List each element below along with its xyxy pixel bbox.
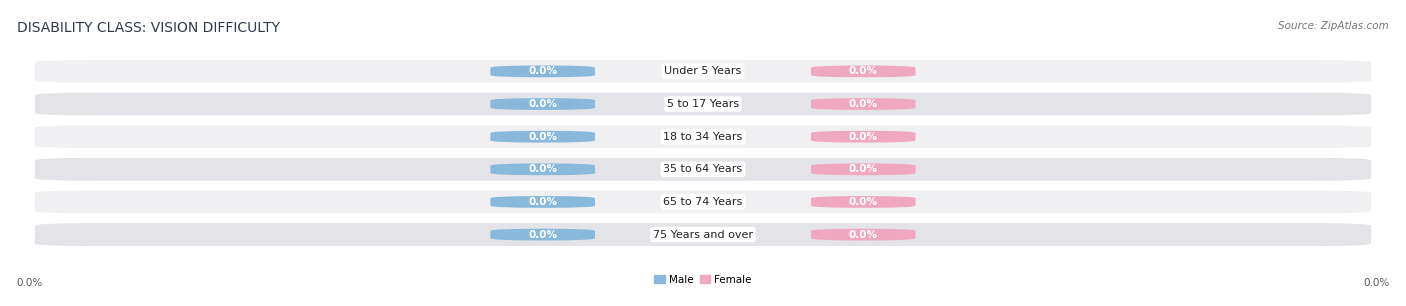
Text: 75 Years and over: 75 Years and over xyxy=(652,230,754,240)
FancyBboxPatch shape xyxy=(35,93,1371,115)
Text: 0.0%: 0.0% xyxy=(849,197,877,207)
Text: 0.0%: 0.0% xyxy=(849,66,877,76)
Text: 18 to 34 Years: 18 to 34 Years xyxy=(664,132,742,142)
Text: 0.0%: 0.0% xyxy=(849,132,877,142)
Text: 65 to 74 Years: 65 to 74 Years xyxy=(664,197,742,207)
Text: 35 to 64 Years: 35 to 64 Years xyxy=(664,164,742,174)
Text: 0.0%: 0.0% xyxy=(529,230,557,240)
FancyBboxPatch shape xyxy=(811,98,915,110)
FancyBboxPatch shape xyxy=(35,191,1371,213)
Text: 0.0%: 0.0% xyxy=(529,66,557,76)
Text: 0.0%: 0.0% xyxy=(529,132,557,142)
FancyBboxPatch shape xyxy=(491,98,595,110)
FancyBboxPatch shape xyxy=(811,229,915,241)
FancyBboxPatch shape xyxy=(811,163,915,175)
Text: 0.0%: 0.0% xyxy=(529,164,557,174)
FancyBboxPatch shape xyxy=(491,229,595,241)
Text: 0.0%: 0.0% xyxy=(849,164,877,174)
Text: DISABILITY CLASS: VISION DIFFICULTY: DISABILITY CLASS: VISION DIFFICULTY xyxy=(17,21,280,35)
FancyBboxPatch shape xyxy=(491,163,595,175)
Text: 0.0%: 0.0% xyxy=(17,278,44,288)
Text: 0.0%: 0.0% xyxy=(849,99,877,109)
FancyBboxPatch shape xyxy=(811,131,915,143)
Text: Source: ZipAtlas.com: Source: ZipAtlas.com xyxy=(1278,21,1389,32)
FancyBboxPatch shape xyxy=(35,158,1371,181)
FancyBboxPatch shape xyxy=(35,125,1371,148)
FancyBboxPatch shape xyxy=(491,65,595,77)
Legend: Male, Female: Male, Female xyxy=(650,271,756,289)
Text: Under 5 Years: Under 5 Years xyxy=(665,66,741,76)
Text: 5 to 17 Years: 5 to 17 Years xyxy=(666,99,740,109)
Text: 0.0%: 0.0% xyxy=(849,230,877,240)
FancyBboxPatch shape xyxy=(491,196,595,208)
Text: 0.0%: 0.0% xyxy=(529,99,557,109)
FancyBboxPatch shape xyxy=(811,196,915,208)
Text: 0.0%: 0.0% xyxy=(1362,278,1389,288)
FancyBboxPatch shape xyxy=(35,223,1371,246)
FancyBboxPatch shape xyxy=(491,131,595,143)
FancyBboxPatch shape xyxy=(35,60,1371,83)
Text: 0.0%: 0.0% xyxy=(529,197,557,207)
FancyBboxPatch shape xyxy=(811,65,915,77)
